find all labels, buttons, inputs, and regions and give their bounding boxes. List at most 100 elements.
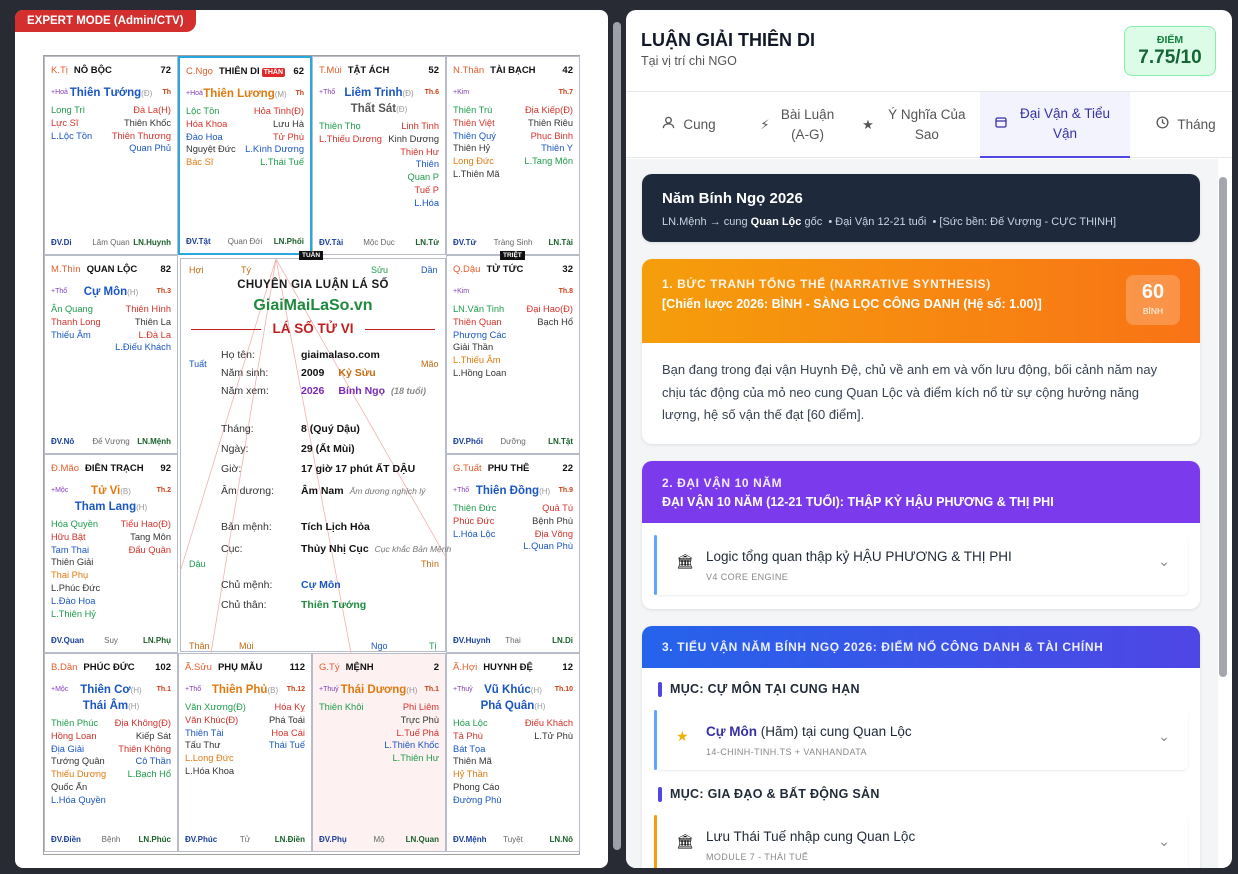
dai-van-accordion[interactable]: 🏛 Logic tổng quan thập kỷ HẬU PHƯƠNG & T… — [654, 535, 1188, 595]
dai-van-card: 2. ĐẠI VẬN 10 NĂM ĐẠI VẬN 10 NĂM (12-21 … — [642, 461, 1200, 609]
accordion-title: Cự Môn (Hãm) tại cung Quan Lộc — [706, 724, 912, 739]
palace-footer: ĐV.Di Lâm Quan LN.Huynh — [51, 238, 171, 247]
palace-footer: ĐV.Nô Đế Vượng LN.Mệnh — [51, 437, 171, 446]
star-icon: ★ — [862, 117, 874, 132]
brand-name: GiaiMaiLaSo.vn — [253, 297, 373, 314]
palace-phucduc[interactable]: B.Dần PHÚC ĐỨC 102 +Mộc Thiên Cơ(H) Th.1 Thái … — [44, 653, 178, 852]
palace-footer: ĐV.Điền Bệnh LN.Phúc — [51, 835, 171, 844]
tab-cung[interactable]: Cung — [634, 92, 744, 158]
star-icon: ★ — [676, 728, 689, 744]
palace-header: N.Thân TÀI BẠCH 42 — [453, 65, 573, 76]
page-title: LUẬN GIẢI THIÊN DI — [641, 30, 815, 50]
palace-score: 72 — [160, 65, 171, 76]
chevron-down-icon[interactable]: ⌄ — [1158, 553, 1170, 569]
palace-header: G.Tuất PHU THÊ 22 — [453, 463, 573, 474]
branch-label: Ngo — [371, 641, 388, 651]
section-header: MỤC: GIA ĐẠO & BẤT ĐỘNG SẢN — [658, 787, 880, 803]
palace-phuthe[interactable]: G.Tuất PHU THÊ 22 +Thổ Thiên Đồng(H) Th.9 Thiê… — [446, 454, 580, 653]
expert-mode-badge: EXPERT MODE (Admin/CTV) — [15, 10, 196, 32]
palace-score: 102 — [155, 662, 171, 673]
palace-quanloc[interactable]: M.Thìn QUAN LỘC 82 +Thổ Cự Môn(H) Th.3 Ân Quan… — [44, 255, 178, 454]
analysis-panel: LUẬN GIẢI THIÊN DI Tại vị trí chi NGO ĐI… — [626, 10, 1232, 868]
branch-label: Tý — [241, 265, 251, 275]
clock-icon — [1156, 115, 1169, 135]
chevron-down-icon[interactable]: ⌄ — [1158, 728, 1170, 744]
second-star: Thái Âm(H) — [82, 700, 140, 712]
palace-noboc[interactable]: K.Tị NÔ BỘC 72 +Hoả Thiên Tướng(Đ) Th Long Trì… — [44, 56, 178, 255]
branch-label: Mùi — [239, 641, 254, 651]
palace-dientrach[interactable]: Đ.Mão ĐIỀN TRẠCH 92 +Mộc Tử Vi(B) Th.2 Tham La… — [44, 454, 178, 653]
palace-header: Ã.Hợi HUYNH ĐỆ 12 — [453, 662, 573, 673]
center-title: CHUYÊN GIA LUẬN LÁ SỐ — [237, 279, 389, 291]
score-value: 7.75/10 — [1138, 47, 1202, 68]
major-star: +Thổ Cự Môn(H) Th.3 — [51, 286, 171, 298]
palace-score: 92 — [160, 463, 171, 474]
tab-label: Bài Luận (A-G) — [780, 107, 835, 142]
info-row: Giờ: 17 giờ 17 phút ẤT DẬU — [221, 463, 416, 475]
palace-menh[interactable]: G.Tý MỆNH 2 +Thuỷ Thái Dương(H) Th.1 Thiên Khô… — [312, 653, 446, 852]
palace-huynhde[interactable]: Ã.Hợi HUYNH ĐỆ 12 +Thuỷ Vũ Khúc(H) Th.10 Phá Q… — [446, 653, 580, 852]
tieu-van-card: 3. TIỂU VẬN NĂM BÍNH NGỌ 2026: ĐIỂM NỔ C… — [642, 626, 1200, 868]
major-star: +Mộc Tử Vi(B) Th.2 — [51, 485, 171, 497]
chart-panel: EXPERT MODE (Admin/CTV) K.Tị NÔ BỘC 72 +Hoả… — [15, 10, 608, 868]
major-star: +Hoả Thiên Tướng(Đ) Th — [51, 87, 171, 99]
calendar-icon — [995, 114, 1007, 134]
palace-tutuc[interactable]: Q.Dậu TỬ TỨC 32 +Kim Th.8 LN.Văn Tinh Đại Hao(… — [446, 255, 580, 454]
year-title: Năm Bính Ngọ 2026 — [662, 190, 803, 207]
palace-header: C.Ngọ THIÊN DI THÂN 62 — [186, 66, 304, 77]
palace-phumau[interactable]: Ã.Sửu PHỤ MẪU 112 +Thổ Thiên Phủ(B) Th.12 Văn … — [178, 653, 312, 852]
branch-label: Mão — [421, 359, 439, 369]
narrative-subtitle: [Chiến lược 2026: BÌNH - SÀNG LỌC CÔNG D… — [662, 297, 1042, 311]
tab-y-nghia-sao[interactable]: ★ Ý Nghĩa Của Sao — [854, 92, 980, 158]
palace-tatach[interactable]: T.Mùi TẬT ÁCH 52 +Thổ Liêm Trinh(Đ) Th.6 Thất … — [312, 56, 446, 255]
palace-footer: ĐV.Phối Dưỡng LN.Tật — [453, 437, 573, 446]
palace-header: Đ.Mão ĐIỀN TRẠCH 92 — [51, 463, 171, 474]
palace-header: Ã.Sửu PHỤ MẪU 112 — [185, 662, 305, 673]
tab-bar: Cung ⚡ Bài Luận (A-G) ★ Ý Nghĩa Của Sao … — [626, 92, 1232, 158]
thai-tue-accordion[interactable]: 🏛 Lưu Thái Tuế nhập cung Quan Lộc MODULE… — [654, 815, 1188, 868]
section-header: MỤC: CỰ MÔN TẠI CUNG HẠN — [658, 682, 860, 698]
palace-taibach[interactable]: N.Thân TÀI BẠCH 42 +Kim Th.7 Thiên Trù Địa Kiế… — [446, 56, 580, 255]
center-subtitle: LÁ SỐ TỬ VI — [272, 321, 354, 336]
branch-label: Sửu — [371, 265, 389, 275]
year-info: LN.Mệnh → cung Quan Lộc gốc • Đại Vận 12… — [662, 216, 1117, 228]
dai-van-subtitle: ĐẠI VẬN 10 NĂM (12-21 TUỔI): THẬP KỶ HẬU… — [662, 495, 1054, 509]
tuan-badge: TUẦN — [299, 251, 324, 260]
score-label: ĐIỂM — [1156, 34, 1184, 46]
palace-score: 52 — [428, 65, 439, 76]
tab-dai-van-tieu-van[interactable]: Đại Vận & Tiểu Vận — [980, 92, 1130, 158]
year-card: Năm Bính Ngọ 2026 LN.Mệnh → cung Quan Lộ… — [642, 174, 1200, 242]
analysis-header: LUẬN GIẢI THIÊN DI Tại vị trí chi NGO ĐI… — [626, 10, 1232, 92]
left-scrollbar[interactable] — [612, 10, 622, 868]
palace-footer: ĐV.Huynh Thai LN.Di — [453, 636, 573, 645]
palace-header: M.Thìn QUAN LỘC 82 — [51, 264, 171, 275]
palace-footer: ĐV.Tử Tràng Sinh LN.Tài — [453, 238, 573, 247]
branch-label: Tị — [429, 641, 437, 651]
palace-score: 82 — [160, 264, 171, 275]
major-star: +Thổ Thiên Đồng(H) Th.9 — [453, 485, 573, 497]
chevron-down-icon[interactable]: ⌄ — [1158, 833, 1170, 849]
right-scrollbar[interactable] — [1218, 159, 1228, 868]
info-row: Năm sinh: 2009 Kỷ Sửu — [221, 367, 376, 379]
triet-badge: TRIỆT — [500, 251, 525, 260]
user-icon — [662, 115, 675, 135]
palace-header: T.Mùi TẬT ÁCH 52 — [319, 65, 439, 76]
tab-thang[interactable]: Tháng — [1130, 92, 1232, 158]
tab-bai-luan[interactable]: ⚡ Bài Luận (A-G) — [744, 92, 854, 158]
temple-icon: 🏛 — [676, 553, 694, 569]
temple-icon: 🏛 — [676, 833, 694, 849]
palace-thiendi[interactable]: C.Ngọ THIÊN DI THÂN 62 +Hoá Thiên Lương(M) Th L… — [178, 56, 312, 255]
palace-footer: ĐV.Phúc Tử LN.Điền — [185, 835, 305, 844]
major-star: +Thổ Thiên Phủ(B) Th.12 — [185, 684, 305, 696]
palace-footer: ĐV.Mệnh Tuyệt LN.Nô — [453, 835, 573, 844]
narrative-title: 1. BỨC TRANH TỔNG THỂ (NARRATIVE SYNTHES… — [662, 277, 991, 291]
palace-score: 2 — [433, 662, 439, 673]
cu-mon-accordion[interactable]: ★ Cự Môn (Hãm) tại cung Quan Lộc 14-CHIN… — [654, 710, 1188, 770]
info-row: Ngày: 29 (Ất Mùi) — [221, 443, 355, 455]
tab-label: Tháng — [1177, 117, 1216, 132]
dai-van-title: 2. ĐẠI VẬN 10 NĂM — [662, 476, 783, 490]
aspect-lines — [181, 259, 447, 653]
info-row: Cục: Thủy Nhị Cục Cục khắc Bản Mệnh — [221, 543, 452, 555]
accordion-subtitle: V4 CORE ENGINE — [706, 572, 789, 582]
palace-footer: ĐV.Quan Suy LN.Phụ — [51, 636, 171, 645]
